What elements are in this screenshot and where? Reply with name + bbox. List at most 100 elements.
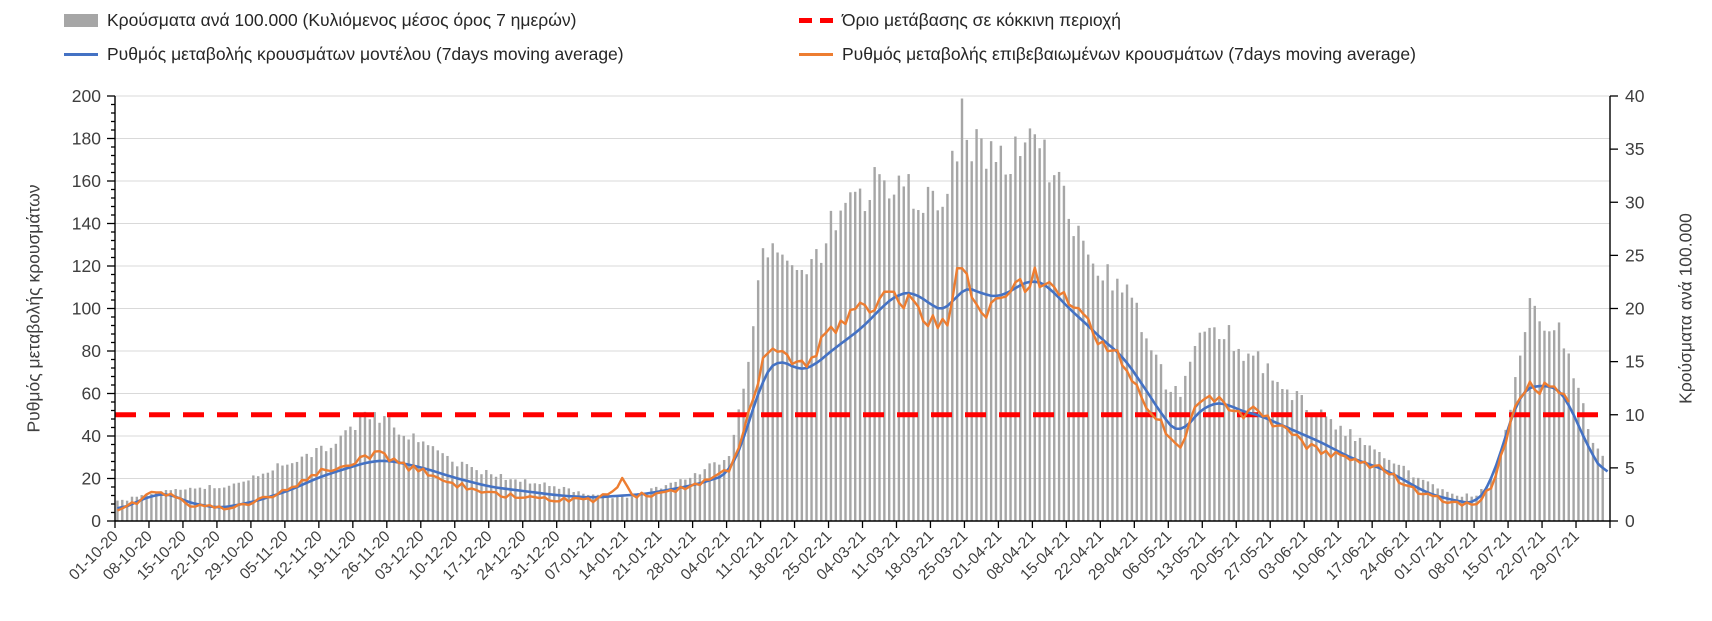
bar-day <box>688 477 692 521</box>
bar-day <box>562 486 566 521</box>
bar-day <box>116 500 119 521</box>
bar-day <box>1591 442 1595 521</box>
bar-day <box>645 492 648 521</box>
gridlines <box>115 95 1610 479</box>
bar-day <box>1412 477 1415 521</box>
bar-day <box>320 445 323 521</box>
bar-day <box>533 483 537 521</box>
y-right-tick-label: 20 <box>1625 299 1645 319</box>
bar-day <box>1339 425 1342 521</box>
bar-day <box>1392 463 1396 521</box>
bar-day <box>1062 185 1066 521</box>
y-left-tick-label: 80 <box>82 341 102 361</box>
bar-day <box>184 489 187 521</box>
bar-day <box>1198 332 1202 521</box>
bar-day <box>1072 236 1075 521</box>
bar-day <box>926 186 930 521</box>
bar-day <box>985 168 988 521</box>
bar-day <box>1242 360 1245 521</box>
bar-day <box>727 456 731 521</box>
bar-day <box>315 448 318 521</box>
legend-label-model-rate: Ρυθμός μεταβολής κρουσμάτων μοντέλου (7d… <box>107 43 624 64</box>
bar-day <box>446 455 449 521</box>
bar-day <box>591 494 595 521</box>
bar-day <box>1019 156 1022 522</box>
bar-day <box>907 174 910 521</box>
bar-day <box>820 262 823 521</box>
bar-day <box>844 202 847 521</box>
bar-day <box>1154 354 1158 521</box>
bar-day <box>543 482 546 521</box>
bar-day <box>237 482 240 521</box>
bar-day <box>805 274 808 521</box>
bar-day <box>286 464 289 521</box>
bar-day <box>1252 355 1255 521</box>
legend-item-red-zone-threshold: Όριο μετάβασης σε κόκκινη περιοχή <box>799 8 1121 32</box>
bar-day <box>1281 389 1284 521</box>
bar-day <box>888 198 891 521</box>
bar-day <box>868 199 871 522</box>
bar-day <box>519 481 522 521</box>
bar-day <box>863 211 867 522</box>
bar-day <box>1188 361 1192 521</box>
bar-day <box>732 434 736 521</box>
bar-day <box>1417 477 1420 521</box>
bar-day <box>921 212 925 521</box>
bar-day <box>1344 435 1347 521</box>
bar-day <box>601 495 605 521</box>
bar-day <box>1077 225 1080 522</box>
bar-day <box>1286 389 1289 521</box>
bar-day <box>553 486 556 521</box>
bar-day <box>1319 409 1323 521</box>
bar-day <box>1048 182 1051 521</box>
bar-day <box>1528 298 1532 521</box>
bar-day <box>975 129 978 521</box>
bar-day <box>994 162 998 521</box>
bar-day <box>475 470 478 521</box>
bar-day <box>494 476 498 521</box>
bar-day <box>252 475 255 521</box>
bar-day <box>1150 350 1153 521</box>
bar-day <box>722 460 726 521</box>
bar-day <box>465 464 469 521</box>
bar-day <box>1247 353 1250 521</box>
bar-day <box>776 252 779 522</box>
bar-day <box>1353 440 1357 521</box>
bar-day <box>1023 142 1027 521</box>
bar-day <box>1159 364 1163 521</box>
bar-day <box>324 451 328 521</box>
bar-day <box>242 481 245 521</box>
bar-day <box>363 411 367 521</box>
bar-day <box>1455 495 1459 521</box>
bar-day <box>1101 280 1104 521</box>
bar-day <box>669 482 672 521</box>
bar-day <box>1179 396 1182 521</box>
bar-day <box>713 462 716 521</box>
bar-day <box>1300 395 1303 521</box>
bar-day <box>373 412 376 521</box>
bar-day <box>1125 284 1129 521</box>
bar-day <box>169 490 173 521</box>
bar-day <box>1184 375 1187 521</box>
bar-day <box>189 487 192 521</box>
bar-day <box>621 495 624 521</box>
legend-item-model-rate: Ρυθμός μεταβολής κρουσμάτων μοντέλου (7d… <box>64 42 624 66</box>
bar-day <box>1499 454 1502 521</box>
bar-day <box>606 495 609 521</box>
bar-day <box>582 493 585 521</box>
y-left-tick-label: 100 <box>72 299 101 319</box>
bar-day <box>756 280 760 521</box>
bar-day <box>931 190 935 521</box>
bar-day <box>1140 332 1143 521</box>
bar-day <box>897 175 901 521</box>
bar-day <box>1169 391 1172 521</box>
bar-day <box>1523 332 1527 521</box>
bar-day <box>397 434 401 521</box>
bar-day <box>1480 489 1483 521</box>
bar-day <box>708 463 711 521</box>
bar-day <box>485 469 488 521</box>
bar-day <box>1397 464 1401 521</box>
bar-day <box>460 461 464 521</box>
bar-day <box>422 441 425 521</box>
bar-day <box>1261 373 1265 521</box>
